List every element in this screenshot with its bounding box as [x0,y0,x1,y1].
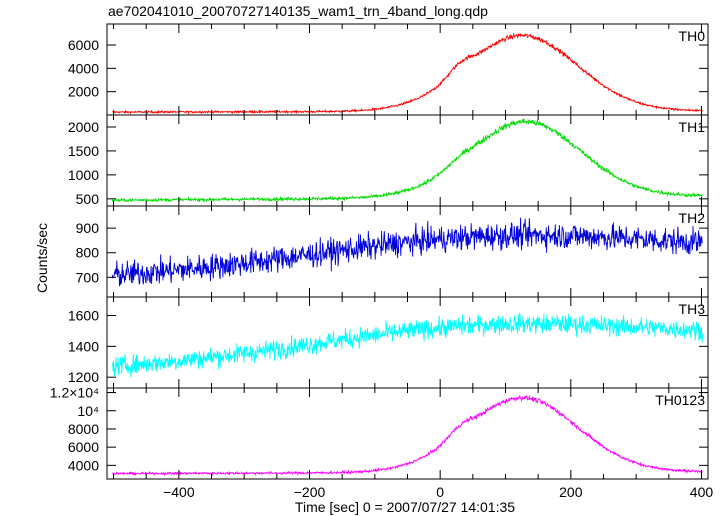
panel-frame-th3 [106,296,709,389]
y-tick-label: 800 [76,245,100,261]
panel-label-th1: TH1 [679,119,706,135]
y-tick-label: 500 [76,191,100,207]
y-tick-label: 1200 [68,369,99,385]
y-tick-label: 4000 [68,457,99,473]
panel-label-th0: TH0 [679,28,706,44]
series-line-th1 [111,118,704,203]
panel-label-th2: TH2 [679,210,706,226]
x-axis-label: Time [sec] 0 = 2007/07/27 14:01:35 [295,499,515,515]
y-tick-label: 700 [76,269,100,285]
x-tick-label: 200 [559,484,583,500]
chart-title: ae702041010_20070727140135_wam1_trn_4ban… [108,3,488,19]
y-tick-label: 2000 [68,84,99,100]
y-tick-label: 900 [76,220,100,236]
series-line-th2 [111,217,703,287]
series-line-th3 [111,312,704,378]
y-tick-label: 2000 [68,119,99,135]
series-line-th0 [112,32,703,115]
panel-label-th0123: TH0123 [655,392,705,408]
chart-panels: TH0200040006000TH1500100015002000TH27008… [50,23,714,500]
series-line-th0123 [111,394,703,477]
y-axis-label: Counts/sec [34,223,50,293]
panel-frame-th2 [106,205,709,298]
x-tick-label: −200 [294,484,326,500]
y-tick-label: 6000 [68,439,99,455]
panel-frame-th0 [106,23,709,116]
x-tick-label: 400 [690,484,714,500]
x-tick-label: 0 [436,484,444,500]
y-tick-label: 1600 [68,308,99,324]
panel-frame-th0123 [106,387,709,480]
y-tick-label: 1400 [68,338,99,354]
y-tick-label: 1000 [68,167,99,183]
y-tick-label: 1.2×10⁴ [50,385,99,401]
y-tick-label: 4000 [68,60,99,76]
panel-label-th3: TH3 [679,301,706,317]
y-tick-label: 8000 [68,421,99,437]
y-tick-label: 6000 [68,37,99,53]
panel-frame-th1 [106,114,709,207]
y-tick-label: 10⁴ [77,403,99,419]
x-tick-label: −400 [163,484,195,500]
y-tick-label: 1500 [68,143,99,159]
